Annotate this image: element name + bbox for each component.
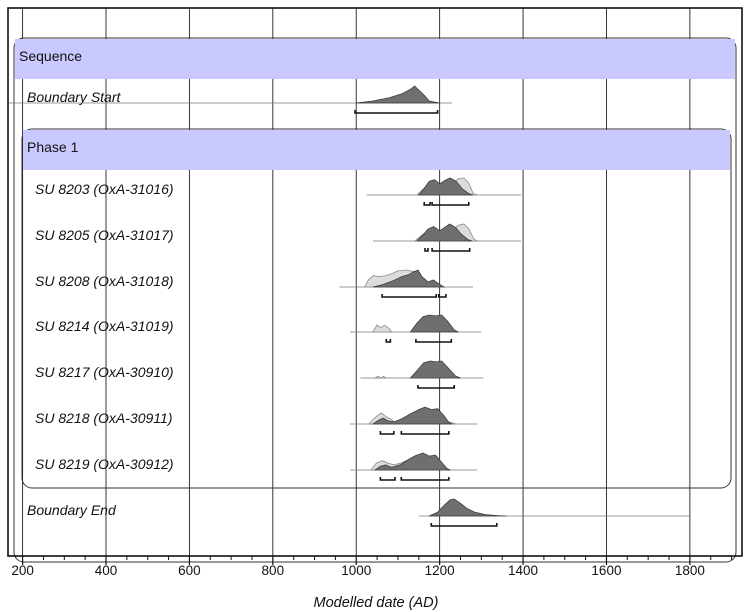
row-boundary-start: Boundary Start xyxy=(8,85,453,114)
posterior-distribution xyxy=(373,452,451,471)
x-tick-label-600: 600 xyxy=(178,563,201,578)
x-tick-label-1600: 1600 xyxy=(591,563,621,578)
x-tick-label-800: 800 xyxy=(262,563,285,578)
row-su-8219-oxa-30912-: SU 8219 (OxA-30912) xyxy=(35,452,478,481)
range-bracket xyxy=(423,202,431,206)
group-boxes: Sequence Phase 1 xyxy=(13,37,737,563)
row-boundary-end: Boundary End xyxy=(27,498,690,527)
range-bracket xyxy=(431,248,471,252)
range-bracket xyxy=(431,202,470,206)
grid-lines xyxy=(22,8,691,556)
phase-label: Phase 1 xyxy=(27,139,79,155)
row-label: SU 8214 (OxA-31019) xyxy=(35,318,174,334)
x-tick-label-1800: 1800 xyxy=(675,563,705,578)
prior-distribution xyxy=(372,324,393,333)
prior-distribution xyxy=(373,375,388,379)
row-label: SU 8208 (OxA-31018) xyxy=(35,273,174,289)
posterior-distribution xyxy=(415,223,473,242)
x-axis: 200 400 600 800 1000 1200 1400 1600 1800 xyxy=(7,7,743,578)
date-rows: Boundary Start SU 8203 (OxA-31016) SU 8205… xyxy=(8,85,690,527)
posterior-distribution xyxy=(371,406,453,425)
x-tick-label-200: 200 xyxy=(11,563,34,578)
row-su-8214-oxa-31019-: SU 8214 (OxA-31019) xyxy=(35,314,482,343)
posterior-distribution xyxy=(409,360,461,379)
row-su-8217-oxa-30910-: SU 8217 (OxA-30910) xyxy=(35,360,484,389)
sequence-label: Sequence xyxy=(19,48,82,64)
posterior-distribution xyxy=(356,85,440,104)
range-bracket xyxy=(379,477,396,481)
range-bracket xyxy=(430,523,498,527)
range-bracket xyxy=(381,294,438,298)
posterior-distribution xyxy=(417,177,474,196)
range-bracket xyxy=(400,477,450,481)
x-tick-label-1200: 1200 xyxy=(425,563,455,578)
row-label: SU 8205 (OxA-31017) xyxy=(35,227,174,243)
range-bracket xyxy=(385,339,392,343)
row-label: SU 8203 (OxA-31016) xyxy=(35,181,174,197)
row-su-8205-oxa-31017-: SU 8205 (OxA-31017) xyxy=(35,223,521,252)
x-tick-label-1000: 1000 xyxy=(341,563,371,578)
row-label: SU 8218 (OxA-30911) xyxy=(35,410,172,426)
range-bracket xyxy=(424,248,429,252)
x-axis-label: Modelled date (AD) xyxy=(314,595,439,611)
posterior-distribution xyxy=(372,269,446,288)
x-tick-label-1400: 1400 xyxy=(508,563,538,578)
range-bracket xyxy=(379,431,395,435)
range-bracket xyxy=(354,110,439,114)
posterior-distribution xyxy=(409,314,459,333)
range-bracket xyxy=(400,431,450,435)
x-tick-label-400: 400 xyxy=(95,563,118,578)
row-label: SU 8219 (OxA-30912) xyxy=(35,456,174,472)
row-label: Boundary End xyxy=(27,502,117,518)
row-su-8208-oxa-31018-: SU 8208 (OxA-31018) xyxy=(35,269,474,298)
posterior-distribution xyxy=(429,498,507,517)
row-su-8203-oxa-31016-: SU 8203 (OxA-31016) xyxy=(35,177,521,206)
row-su-8218-oxa-30911-: SU 8218 (OxA-30911) xyxy=(35,406,478,435)
range-bracket xyxy=(438,294,447,298)
row-label: SU 8217 (OxA-30910) xyxy=(35,364,174,380)
range-bracket xyxy=(415,339,453,343)
range-bracket xyxy=(417,385,455,389)
row-label: Boundary Start xyxy=(27,89,121,105)
